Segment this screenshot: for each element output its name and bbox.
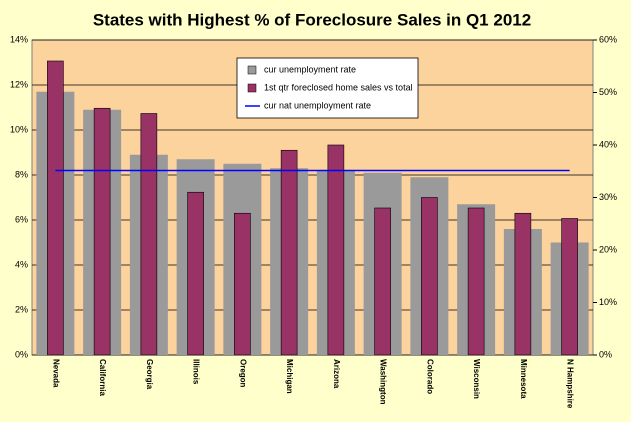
bar (234, 212, 251, 356)
y-tick-label: 10% (10, 124, 28, 134)
x-tick-label: Nevada (51, 359, 60, 388)
y2-tick-label: 30% (599, 192, 617, 202)
x-tick-label: Minnesota (519, 359, 528, 399)
bar (421, 197, 438, 356)
bar (327, 144, 345, 356)
bar (514, 212, 532, 356)
y2-tick-label: 40% (599, 139, 617, 149)
x-tick-label: Washington (379, 359, 388, 405)
y-tick-label: 0% (15, 349, 28, 359)
x-tick-label: Oregon (238, 359, 247, 388)
x-tick-label: Georgia (145, 359, 154, 390)
y2-tick-label: 50% (599, 87, 617, 97)
x-tick-label: Wisconsin (472, 359, 481, 399)
bar (374, 207, 391, 356)
legend-label: cur nat unemployment rate (264, 100, 371, 110)
bar (561, 218, 578, 356)
y-tick-label: 6% (15, 214, 28, 224)
y2-tick-label: 60% (599, 34, 617, 44)
y-tick-label: 14% (10, 34, 28, 44)
x-tick-label: N Hampshire (566, 359, 575, 409)
bar (280, 149, 298, 356)
y-tick-label: 12% (10, 79, 28, 89)
y-tick-label: 8% (15, 169, 28, 179)
bar (93, 107, 111, 356)
x-tick-label: Illinois (192, 359, 201, 385)
legend-swatch (247, 65, 257, 75)
bar (187, 191, 204, 356)
bar (47, 60, 64, 356)
x-tick-label: California (98, 359, 107, 396)
legend-swatch (247, 83, 257, 93)
y2-tick-label: 0% (599, 349, 612, 359)
x-tick-label: Colorado (425, 359, 434, 394)
y2-tick-label: 20% (599, 244, 617, 254)
bar (140, 113, 158, 356)
legend-label: cur unemployment rate (264, 64, 356, 74)
chart-title: States with Highest % of Foreclosure Sal… (93, 10, 531, 29)
y2-tick-label: 10% (599, 297, 617, 307)
y-tick-label: 2% (15, 304, 28, 314)
legend-label: 1st qtr foreclosed home sales vs total (264, 82, 413, 92)
x-tick-label: Michigan (285, 359, 294, 394)
y-tick-label: 4% (15, 259, 28, 269)
x-tick-label: Arizona (332, 359, 341, 389)
legend (236, 57, 419, 119)
bar (467, 207, 485, 356)
